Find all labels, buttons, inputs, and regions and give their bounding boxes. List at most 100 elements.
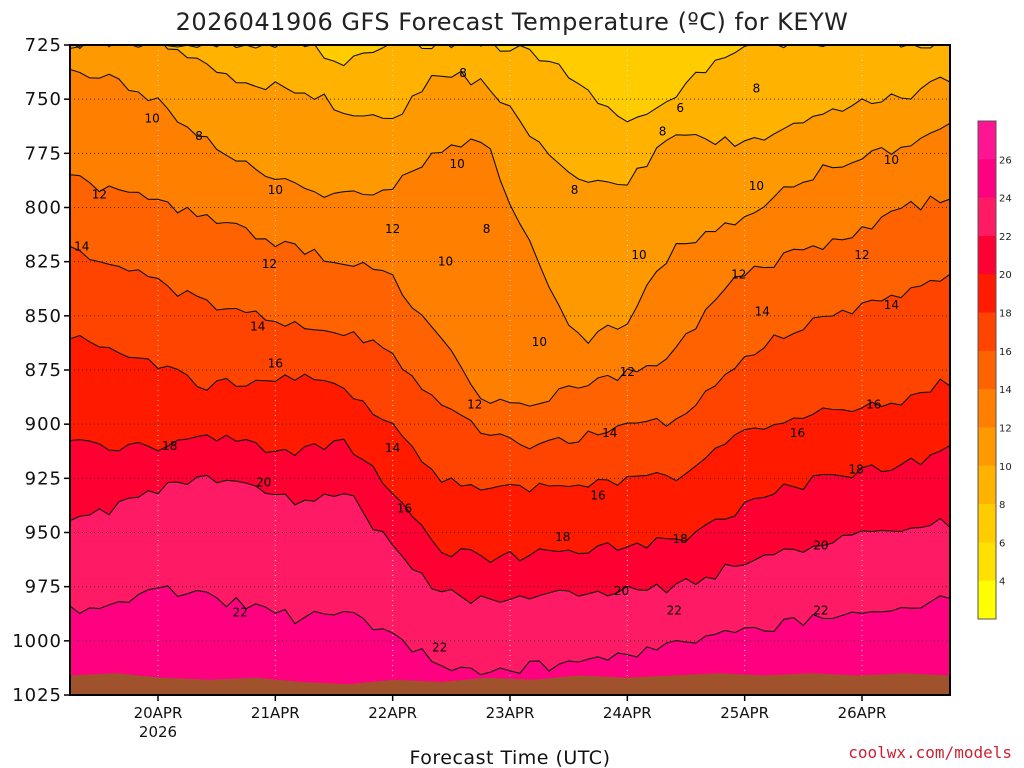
colorbar-tick-label: 6 [999,538,1005,549]
contour-line-16 [70,334,950,493]
colorbar: 4 6 8 10 12 14 16 18 20 22 24 26 [977,120,1012,620]
contour-label: 10 [631,248,646,262]
contour-line-14 [70,245,950,450]
contour-label: 18 [555,530,570,544]
contour-label: 12 [262,257,277,271]
ground-surface [70,673,950,695]
colorbar-frame [977,120,997,620]
contour-label: 14 [385,441,400,455]
contour-label: 14 [755,305,770,319]
contour-label: 18 [162,439,177,453]
y-tick-label: 950 [25,523,62,544]
y-tick-label: 825 [25,252,62,273]
contour-label: 8 [753,81,761,95]
x-tick-label: 20APR [134,704,183,722]
contour-lines [70,45,950,676]
y-tick-label: 725 [25,35,62,56]
colorbar-segment [978,121,996,160]
colorbar-segment [978,197,996,237]
colorbar-tick-label: 4 [999,577,1005,588]
colorbar-tick-label: 22 [999,232,1012,243]
x-tick-label: 24APR [603,704,652,722]
colorbar-tick-label: 16 [999,347,1012,358]
contour-label: 12 [467,398,482,412]
contour-label: 8 [483,222,491,236]
contour-label: 12 [731,268,746,282]
contour-line-20 [70,474,950,605]
colorbar-tick-label: 10 [999,462,1012,473]
x-tick-label: 21APR [251,704,300,722]
credit-link[interactable]: coolwx.com/models [848,743,1012,762]
colorbar-tick-label: 12 [999,423,1012,434]
contour-label: 22 [432,640,447,654]
contour-label: 16 [590,489,605,503]
contour-label: 10 [532,335,547,349]
colorbar-segment [978,350,996,390]
contour-label: 10 [884,153,899,167]
y-tick-label: 800 [25,198,62,219]
x-tick-label: 23APR [486,704,535,722]
contour-line-10 [70,68,950,345]
contour-label: 14 [74,240,89,254]
x-axis-label: Forecast Time (UTC) [410,747,611,768]
contour-label: 14 [602,426,617,440]
y-tick-label: 875 [25,360,62,381]
y-tick-label: 750 [25,89,62,110]
contour-line-6 [70,45,936,123]
colorbar-tick-label: 20 [999,270,1012,281]
contour-label: 10 [450,157,465,171]
x-tick-label: 22APR [368,704,417,722]
colorbar-segment [978,274,996,314]
contour-label: 16 [397,502,412,516]
contour-label: 10 [438,255,453,269]
contour-label: 6 [676,101,684,115]
colorbar-segment [978,580,996,620]
x-tick-sublabel: 2026 [139,723,177,741]
colorbar-segment [978,235,996,275]
contour-line-22 [70,585,950,676]
contour-label: 14 [884,298,899,312]
colorbar-segment [978,159,996,199]
contour-label: 16 [268,357,283,371]
contour-label: 22 [232,606,247,620]
x-tick-label: 25APR [720,704,769,722]
colorbar-tick-label: 24 [999,194,1012,205]
contour-label: 16 [790,426,805,440]
contour-label: 18 [848,463,863,477]
contour-label: 20 [256,476,271,490]
contour-label: 10 [268,183,283,197]
contour-label: 14 [250,320,265,334]
y-tick-label: 850 [25,306,62,327]
contour-label: 12 [620,365,635,379]
y-tick-label: 1025 [12,685,62,706]
colorbar-tick-label: 14 [999,385,1012,396]
colorbar-tick-label: 8 [999,500,1005,511]
contour-label: 20 [614,584,629,598]
contour-line-12 [70,174,950,407]
contour-label: 10 [144,112,159,126]
contour-label: 12 [854,248,869,262]
chart-title: 2026041906 GFS Forecast Temperature (ºC)… [176,8,849,36]
x-tick-label: 26APR [838,704,887,722]
y-tick-label: 1000 [12,631,62,652]
contour-label: 8 [659,125,667,139]
contour-label: 12 [92,188,107,202]
contour-label: 16 [866,398,881,412]
contour-label: 8 [195,129,203,143]
band-above-22 [70,585,950,695]
contour-label: 8 [459,66,467,80]
contour-line-8 [74,45,950,186]
colorbar-segment [978,504,996,543]
y-axis: 725 750 775 800 825 850 875 900 925 950 975 1000 102… [12,35,70,706]
contour-label: 20 [813,539,828,553]
grid-lines [70,45,950,695]
contour-label: 10 [749,179,764,193]
contour-label: 22 [667,604,682,618]
colorbar-segment [978,427,996,467]
contour-label: 18 [672,532,687,546]
y-tick-label: 900 [25,414,62,435]
colorbar-segment [978,465,996,505]
